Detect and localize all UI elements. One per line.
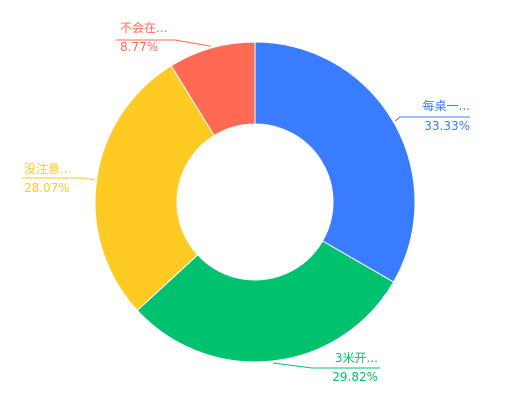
slice-percent-label: 8.77%: [120, 40, 158, 54]
leader-line: [272, 362, 380, 369]
leader-line: [116, 39, 212, 47]
slice-name-label: 每桌一...: [423, 98, 470, 113]
slice-name-label: 不会在...: [120, 21, 167, 35]
slice-percent-label: 29.82%: [332, 370, 378, 384]
leader-line: [394, 116, 470, 122]
slice-percent-label: 28.07%: [24, 181, 70, 195]
donut-slice[interactable]: [94, 64, 215, 312]
leader-line: [22, 177, 95, 181]
slice-name-label: 3米开...: [335, 351, 378, 365]
donut-slice[interactable]: [254, 41, 416, 283]
slice-percent-label: 33.33%: [424, 119, 470, 133]
donut-slice[interactable]: [136, 240, 395, 363]
donut-slice[interactable]: [170, 41, 256, 137]
slice-name-label: 没注意...: [24, 161, 71, 176]
